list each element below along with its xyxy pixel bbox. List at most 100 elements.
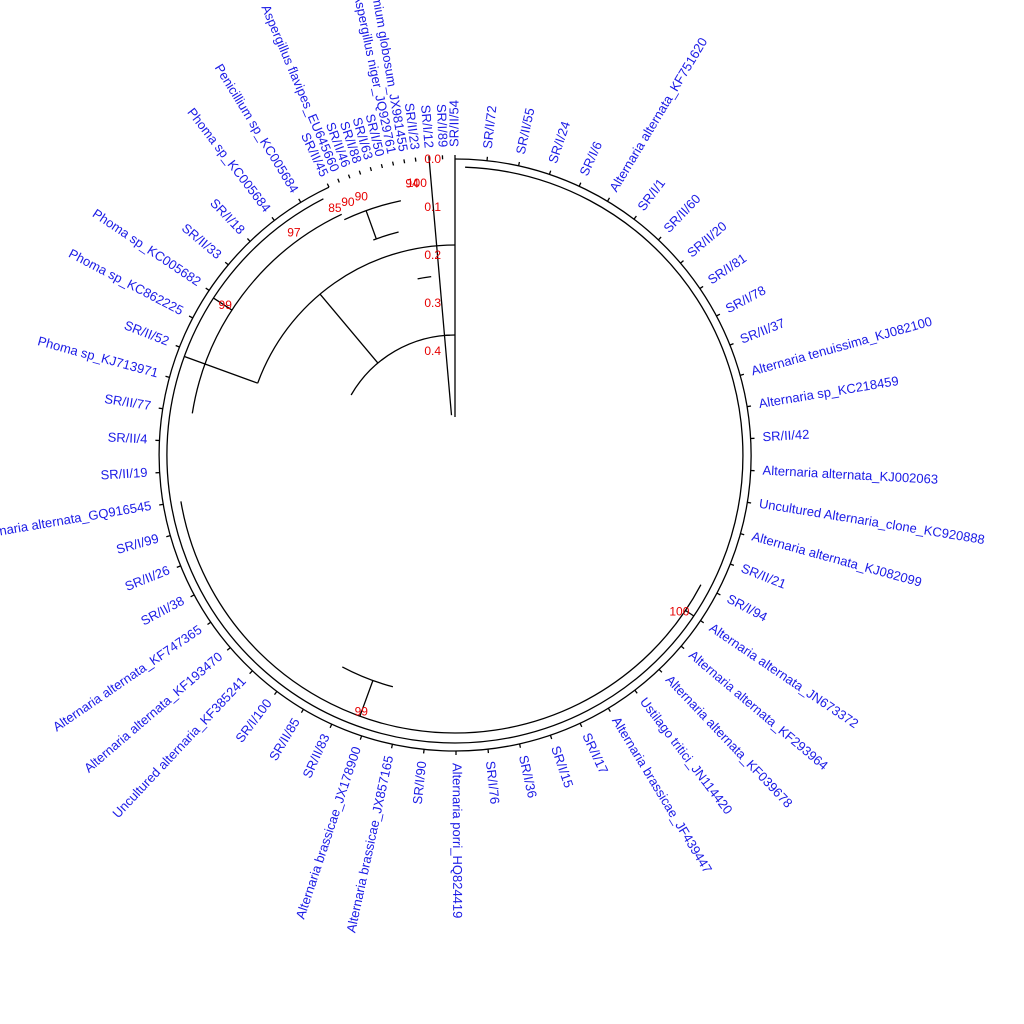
leaf-label: SR/II/60 bbox=[660, 191, 703, 235]
leaf-label: SR/II/54 bbox=[446, 100, 461, 147]
bootstrap-value: 90 bbox=[355, 190, 369, 204]
leaf-branch bbox=[190, 594, 195, 598]
leaf-label: SR/II/19 bbox=[100, 465, 148, 483]
leaf-label: SR/II/37 bbox=[738, 315, 787, 346]
leaf-label: SR/II/38 bbox=[138, 593, 186, 628]
leaf-branch bbox=[403, 159, 406, 164]
subclade-arc bbox=[180, 501, 702, 734]
scale-tick-label: 0.4 bbox=[424, 344, 441, 358]
leaf-branch bbox=[359, 735, 363, 740]
leaf-label: SR/I/24 bbox=[545, 119, 573, 165]
bottom-subclade-stem bbox=[359, 680, 374, 717]
inner-clade-arc bbox=[166, 166, 744, 744]
scale-tick-label: 0.2 bbox=[424, 248, 441, 262]
leaf-branch bbox=[300, 708, 304, 714]
leaf-label: Alternaria brassicae_JF439447 bbox=[609, 714, 715, 876]
leaf-branch bbox=[205, 287, 210, 291]
bootstrap-value: 97 bbox=[287, 225, 301, 239]
leaf-label: SR/I/99 bbox=[115, 531, 161, 557]
chaet-arc bbox=[417, 275, 432, 280]
scale-tick-label: 0.3 bbox=[424, 296, 441, 310]
phoma-clade-arc bbox=[191, 213, 342, 414]
leaf-label: SR/I/78 bbox=[723, 282, 768, 316]
leaf-label: Alternaria porri_HQ824419 bbox=[450, 763, 466, 918]
leaf-label: SR/II/20 bbox=[684, 218, 729, 260]
leaf-label: SR/II/55 bbox=[513, 106, 538, 155]
leaf-label: SR/II/85 bbox=[266, 715, 303, 763]
leaf-branch bbox=[337, 178, 340, 183]
leaf-label: SR/II/4 bbox=[107, 430, 147, 447]
scale-tick-label: 0.0 bbox=[424, 152, 441, 166]
root-branch bbox=[184, 355, 258, 384]
leaf-labels: SR/II/54 SR/I/72 SR/II/55 SR/I/24 SR/I/6 Alte… bbox=[0, 0, 986, 934]
tree-branches bbox=[155, 155, 755, 755]
leaf-label: Phoma sp_KJ713971 bbox=[36, 333, 160, 380]
sr-stem bbox=[428, 160, 446, 336]
asp-sub-arc bbox=[373, 231, 399, 241]
leaf-branch bbox=[224, 261, 229, 266]
leaf-branch bbox=[380, 164, 384, 169]
leaf-branch bbox=[249, 670, 253, 675]
leaf-label: SR/I/100 bbox=[232, 696, 274, 745]
bootstrap-value: 85 bbox=[328, 201, 342, 215]
leaf-branch bbox=[158, 407, 163, 410]
backbone-link bbox=[319, 293, 379, 364]
leaf-branch bbox=[176, 565, 181, 569]
bootstrap-value: 99 bbox=[219, 298, 233, 312]
leaf-label: Alternaria sp_KC218459 bbox=[758, 373, 900, 411]
backbone-arc bbox=[257, 244, 456, 384]
asp-sub-stem bbox=[365, 210, 377, 240]
bootstrap-value: 99 bbox=[355, 705, 369, 719]
leaf-branch bbox=[391, 161, 395, 166]
leaf-branch bbox=[358, 170, 362, 175]
phoma-stem bbox=[213, 297, 233, 311]
leaf-label: SR/I/18 bbox=[207, 195, 248, 237]
leaf-label: SR/II/52 bbox=[122, 317, 171, 348]
leaf-label: SR/I/94 bbox=[724, 591, 769, 624]
bootstrap-value: 90 bbox=[341, 195, 355, 209]
leaf-label: SR/II/77 bbox=[103, 391, 152, 413]
leaf-label: Alternaria alternata_GQ916545 bbox=[0, 498, 152, 543]
leaf-label: SR/I/72 bbox=[480, 105, 500, 150]
leaf-label: SR/I/90 bbox=[410, 760, 429, 805]
leaf-label: SR/II/21 bbox=[739, 560, 788, 591]
leaf-label: SR/II/42 bbox=[762, 427, 810, 445]
leaf-label: SR/II/33 bbox=[179, 220, 225, 262]
leaf-branch bbox=[518, 743, 522, 748]
scale-tick-label: 0.1 bbox=[424, 200, 441, 214]
leaf-branch bbox=[347, 174, 351, 179]
leaf-label: Ustilago tritici_JN114420 bbox=[637, 694, 736, 817]
leaf-label: SR/I/6 bbox=[576, 139, 605, 178]
main-clade-arc bbox=[158, 158, 752, 752]
asp-clade-arc bbox=[344, 200, 402, 221]
distance-scale: 0.0 0.1 0.2 0.3 0.4 bbox=[424, 152, 456, 417]
leaf-label: SR/I/17 bbox=[579, 730, 611, 776]
backbone-inner-arc bbox=[350, 334, 456, 396]
bootstrap-value: 94 bbox=[405, 177, 419, 191]
leaf-branch bbox=[166, 534, 171, 538]
bottom-subclade-arc bbox=[341, 666, 394, 688]
leaf-branch bbox=[298, 198, 302, 203]
leaf-branch bbox=[414, 157, 417, 162]
leaf-branch bbox=[326, 183, 330, 188]
leaf-label: SR/I/76 bbox=[483, 760, 503, 805]
leaf-label: SR/II/23 bbox=[402, 102, 423, 151]
backbone-root bbox=[443, 335, 453, 416]
leaf-label: SR/II/26 bbox=[123, 562, 172, 594]
leaf-label: SR/I/89 bbox=[434, 104, 451, 148]
leaf-label: SR/I/12 bbox=[418, 104, 437, 149]
bootstrap-value: 100 bbox=[407, 176, 427, 190]
leaf-label: SR/I/36 bbox=[516, 754, 540, 800]
leaf-label: Alternaria alternata_KF751620 bbox=[606, 35, 710, 194]
leaf-label: SR/I/15 bbox=[548, 744, 576, 790]
leaf-label: SR/II/83 bbox=[299, 731, 332, 780]
bootstrap-value: 100 bbox=[669, 604, 689, 618]
leaf-label: SR/I/81 bbox=[705, 250, 749, 287]
leaf-label: SR/I/1 bbox=[634, 176, 668, 214]
leaf-label: Penicillium sp_KC005684 bbox=[212, 61, 302, 195]
leaf-branch bbox=[369, 167, 373, 172]
subclade-stem bbox=[685, 609, 695, 617]
leaf-label: Alternaria alternata_KJ002063 bbox=[762, 463, 938, 487]
